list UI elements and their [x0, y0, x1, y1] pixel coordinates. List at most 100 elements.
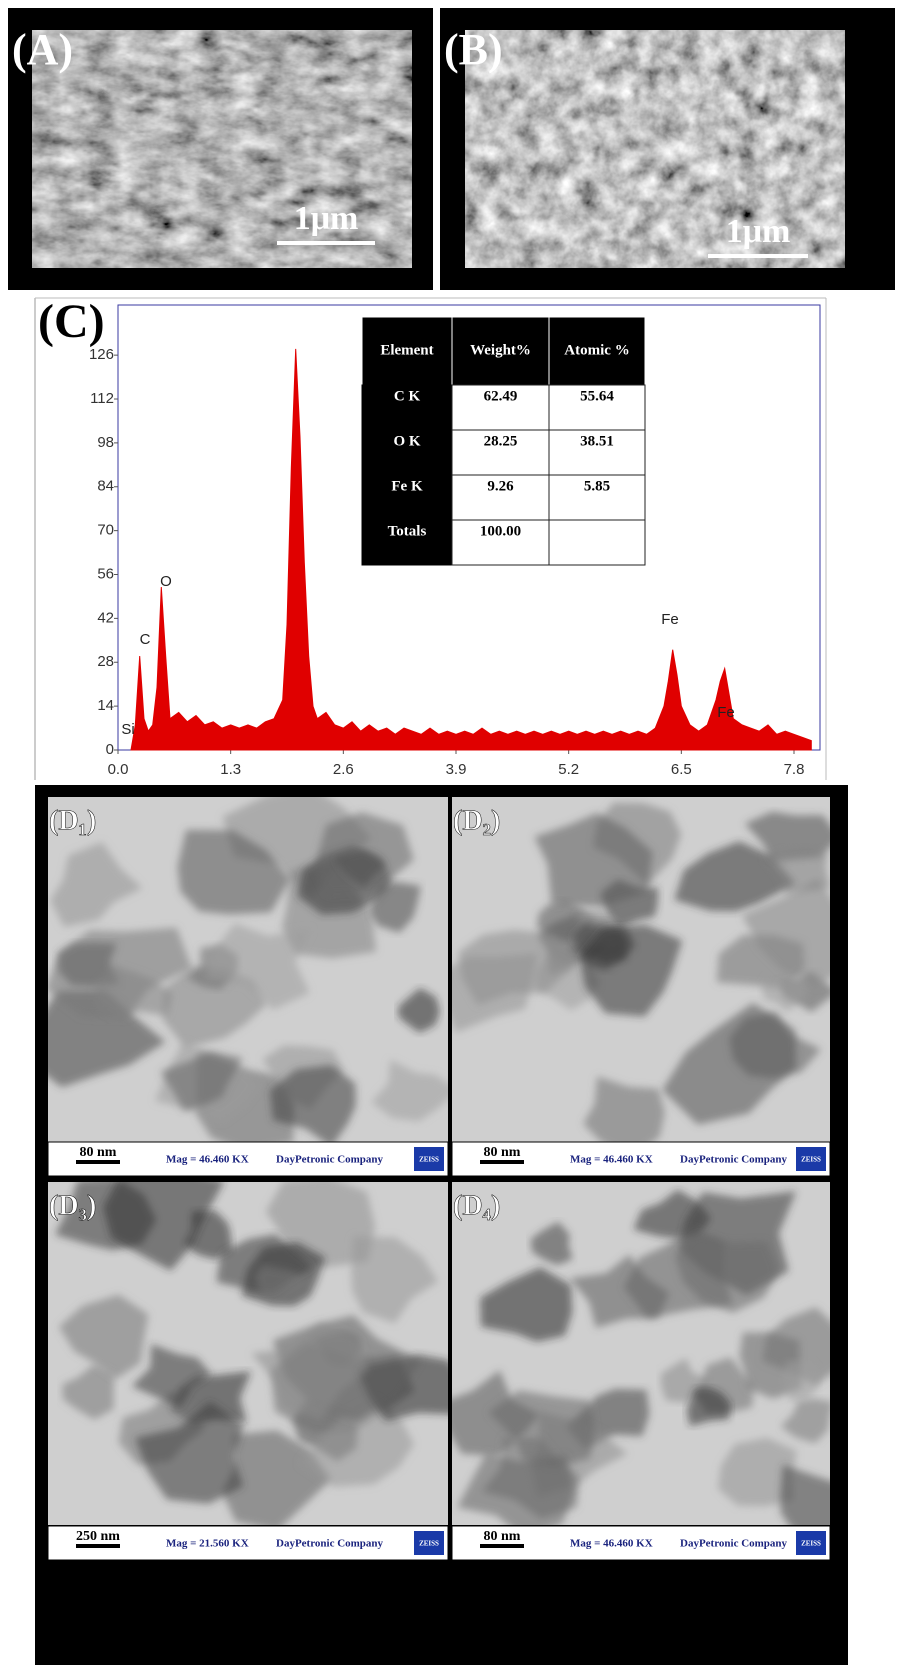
peak-annotation: Fe [717, 704, 735, 721]
tem-flake [251, 1322, 369, 1420]
magnification: Mag = 46.460 KX [166, 1154, 249, 1166]
logo-box [414, 1147, 444, 1171]
tem-flake [534, 813, 653, 907]
peak-annotation: Si [121, 721, 134, 738]
table-cell [451, 429, 550, 476]
tem-flake [718, 1437, 797, 1507]
tem-flake [761, 974, 809, 1012]
info-bar [451, 1525, 831, 1561]
panel-label: (D₂) [453, 805, 500, 836]
tem-flake [103, 1182, 224, 1271]
peak-annotation: C [140, 631, 151, 648]
tem-flake [269, 1065, 356, 1142]
table-header: Element [380, 342, 433, 358]
table-value: 55.64 [580, 388, 614, 404]
y-tick-label: 112 [90, 390, 114, 407]
company: DayPetronic Company [680, 1154, 788, 1166]
info-bar [451, 1141, 831, 1177]
tem-flake [583, 1076, 665, 1142]
table-value: 62.49 [484, 388, 518, 404]
magnification: Mag = 46.460 KX [570, 1154, 653, 1166]
tem-flake [135, 1401, 244, 1504]
tem-flake [162, 966, 267, 1049]
tem-image [452, 1182, 830, 1525]
panel-label: (D₁) [49, 805, 96, 836]
table-value: 28.25 [484, 433, 518, 449]
tem-flake [131, 1344, 212, 1408]
logo-box [414, 1531, 444, 1555]
logo: ZEISS [801, 1156, 821, 1164]
tem-flake [204, 923, 312, 1010]
peak-annotation: Fe [661, 611, 679, 628]
scale-bar [480, 1160, 524, 1164]
table-cell [361, 474, 453, 521]
table-cell [451, 474, 550, 521]
tem-flake [780, 1398, 830, 1444]
scale-bar [277, 241, 375, 245]
scale-bar-label: 80 nm [484, 1529, 521, 1544]
scale-bar-label: 1μm [726, 213, 791, 250]
tem-flake [254, 1264, 307, 1298]
company: DayPetronic Company [276, 1154, 384, 1166]
tem-flake [742, 878, 830, 988]
tem-flake [59, 1294, 149, 1379]
tem-flake [457, 1453, 575, 1525]
table-value: 5.85 [584, 478, 610, 494]
tem-image [48, 797, 448, 1142]
y-tick-label: 56 [97, 565, 114, 582]
y-tick-label: 14 [97, 697, 114, 714]
x-tick-label: 7.8 [784, 761, 805, 778]
x-tick-label: 3.9 [446, 761, 467, 778]
scale-bar [708, 254, 808, 258]
magnification: Mag = 46.460 KX [570, 1538, 653, 1550]
info-bar [47, 1141, 449, 1177]
info-bar [47, 1525, 449, 1561]
panel-label: (B) [444, 25, 503, 74]
logo: ZEISS [419, 1156, 439, 1164]
table-value: 38.51 [580, 433, 614, 449]
scale-bar-label: 1μm [294, 200, 359, 237]
tem-flake [763, 848, 830, 894]
tem-flake [458, 929, 574, 1006]
tem-flake [488, 1390, 595, 1468]
x-tick-label: 6.5 [671, 761, 692, 778]
tem-flake [222, 1430, 331, 1525]
tem-flake [780, 1464, 830, 1525]
panel-label: (C) [38, 295, 105, 348]
logo: ZEISS [801, 1540, 821, 1548]
tem-flake [351, 1236, 439, 1324]
y-tick-label: 98 [97, 434, 114, 451]
scale-bar [76, 1160, 120, 1164]
tem-flake [334, 849, 387, 887]
peak-annotation: O [160, 573, 172, 590]
table-cell [451, 519, 550, 566]
panel-label: (A) [12, 25, 73, 74]
tem-image [48, 1182, 448, 1525]
tem-flake [94, 966, 173, 1019]
table-cell [548, 429, 646, 476]
table-value: C K [394, 388, 421, 404]
magnification: Mag = 21.560 KX [166, 1538, 249, 1550]
x-tick-label: 2.6 [333, 761, 354, 778]
y-tick-label: 0 [106, 741, 114, 758]
tem-flake [782, 1360, 819, 1401]
table-header-cell [451, 316, 550, 386]
x-tick-label: 0.0 [108, 761, 129, 778]
panel-label: (D₃) [49, 1190, 96, 1221]
tem-flake [177, 829, 291, 915]
table-header-cell [361, 316, 453, 386]
tem-flake [398, 987, 440, 1033]
tem-flake [480, 1267, 573, 1342]
table-value: Totals [388, 523, 427, 539]
sem-image [465, 30, 845, 268]
company: DayPetronic Company [680, 1538, 788, 1550]
logo-box [796, 1531, 826, 1555]
tem-image [452, 797, 830, 1142]
x-tick-label: 5.2 [558, 761, 579, 778]
table-header: Weight% [470, 342, 531, 358]
tem-flake [662, 1002, 797, 1125]
table-cell [361, 429, 453, 476]
table-value: 100.00 [480, 523, 521, 539]
table-cell [361, 384, 453, 431]
table-value: Fe K [391, 478, 423, 494]
